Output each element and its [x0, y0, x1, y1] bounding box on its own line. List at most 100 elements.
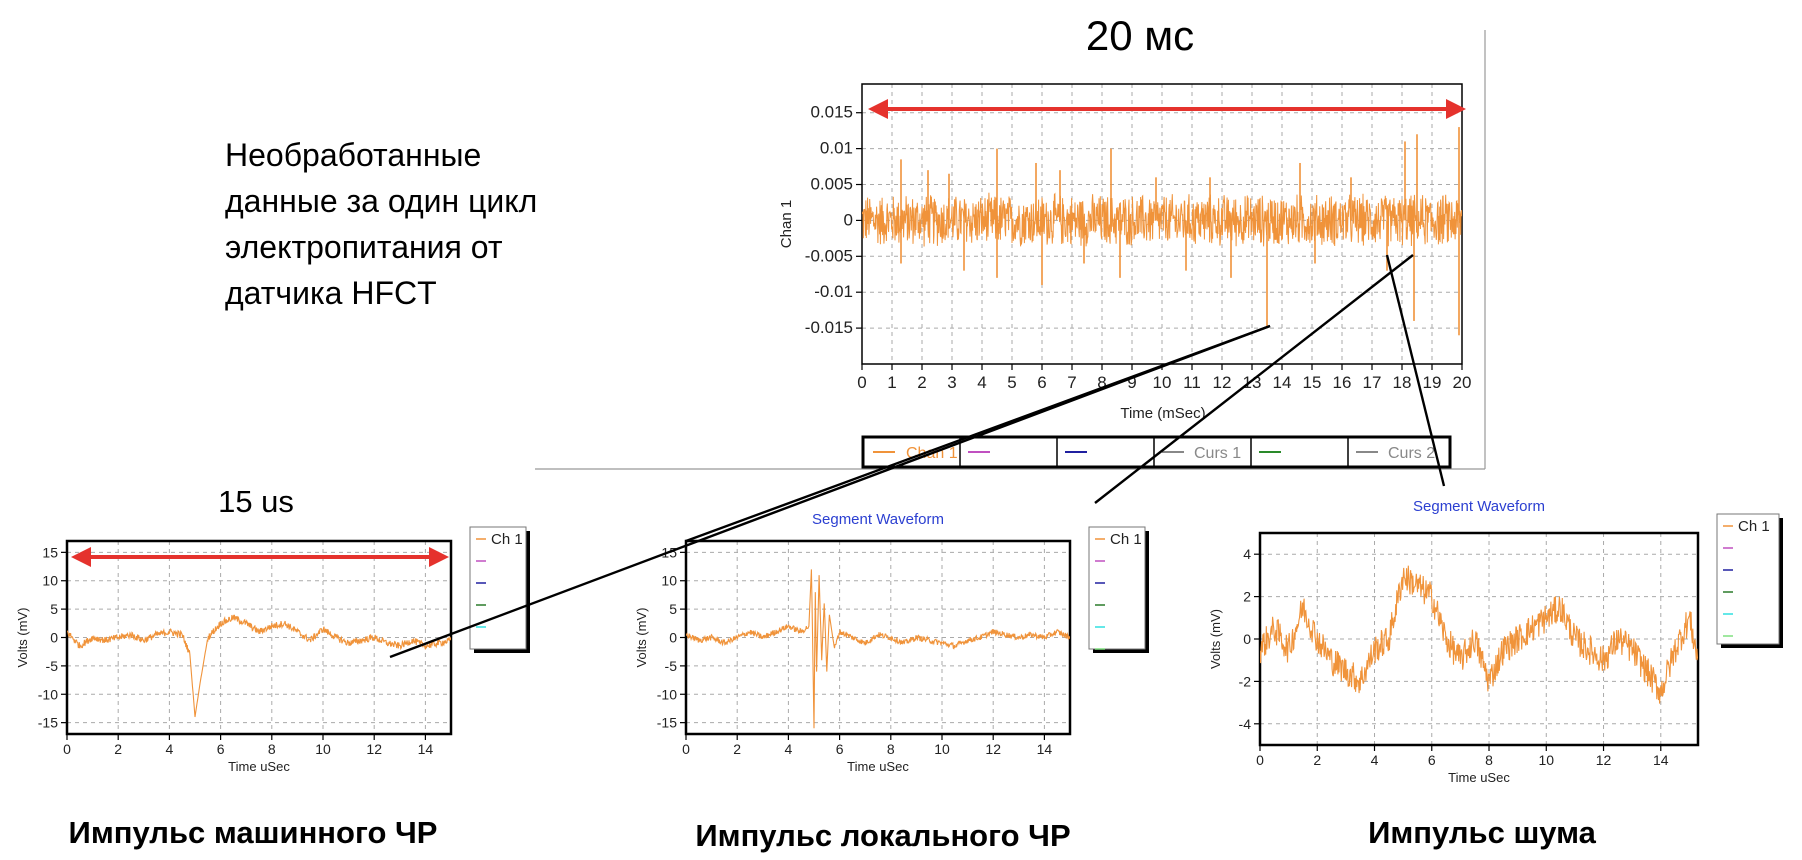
caption-local-pd: Импульс локального ЧР — [695, 818, 1070, 853]
pulse-duration-arrow — [71, 547, 449, 567]
x-tick-label: 19 — [1423, 373, 1442, 392]
legend-box — [1716, 513, 1780, 645]
caption-machine-pd: Импульс машинного ЧР — [69, 815, 438, 850]
y-tick-label: 15 — [42, 544, 58, 560]
y-tick-label: -15 — [38, 715, 58, 731]
x-tick-label: 0 — [1256, 752, 1264, 768]
y-tick-label: -4 — [1239, 716, 1252, 732]
x-tick-label: 11 — [1183, 373, 1201, 392]
y-tick-label: -10 — [38, 686, 58, 702]
plot-frame — [861, 83, 1463, 365]
pulse-duration-label: 15 us — [218, 484, 294, 519]
x-tick-label: 0 — [63, 741, 71, 757]
series-ch1-trace — [1260, 565, 1698, 704]
x-tick-label: 4 — [166, 741, 174, 757]
main-chart: Chan 1 Time (mSec) 0 1 2 3 4 5 6 7 8 9 10 11 12 13 14 1… — [778, 83, 1471, 422]
x-tick-label: 14 — [1653, 752, 1669, 768]
x-tick-label: 4 — [785, 741, 793, 757]
x-tick-label: 10 — [934, 741, 950, 757]
y-tick-label: 10 — [661, 573, 677, 589]
x-tick-label: 18 — [1393, 373, 1412, 392]
x-tick-label: 12 — [1213, 373, 1232, 392]
y-tick-label: 5 — [50, 601, 58, 617]
x-tick-label: 10 — [1538, 752, 1554, 768]
y-tick-label: 0 — [1243, 631, 1251, 647]
y-tick-label: 0.015 — [810, 103, 853, 122]
y-tick-label: 5 — [669, 601, 677, 617]
arrow-head-right — [429, 547, 449, 567]
arrow-head-left — [71, 547, 91, 567]
description-line-1: Необработанные — [225, 137, 481, 173]
zoom-connector-local — [1094, 254, 1414, 504]
y-tick-label: -0.01 — [814, 282, 853, 301]
x-tick-label: 16 — [1333, 373, 1352, 392]
arrow-head-left — [868, 99, 888, 119]
y-tick-label: 10 — [42, 573, 58, 589]
legend-label-curs2: Curs 2 — [1388, 445, 1435, 462]
y-tick-label: 0 — [669, 630, 677, 646]
main-legend: Chan 1 Curs 1 Curs 2 — [861, 435, 1452, 469]
main-y-axis-label: Chan 1 — [778, 200, 795, 248]
x-tick-label: 7 — [1067, 373, 1076, 392]
x-axis-label: Time uSec — [228, 759, 290, 774]
x-tick-label: 2 — [733, 741, 741, 757]
y-tick-label: -2 — [1239, 673, 1252, 689]
y-tick-label: -10 — [657, 686, 677, 702]
x-tick-label: 4 — [1371, 752, 1379, 768]
x-tick-label: 0 — [857, 373, 866, 392]
y-tick-label: -5 — [46, 658, 59, 674]
y-tick-label: 0.005 — [810, 175, 853, 194]
chart-title: Segment Waveform — [1413, 498, 1545, 515]
x-tick-label: 12 — [985, 741, 1001, 757]
main-x-axis-label: Time (mSec) — [1120, 405, 1205, 422]
y-axis-label: Volts (mV) — [634, 608, 649, 668]
x-tick-label: 14 — [1273, 373, 1292, 392]
plot-frame — [65, 539, 453, 736]
y-tick-label: -15 — [657, 715, 677, 731]
x-tick-label: 6 — [836, 741, 844, 757]
plot-frame — [1258, 531, 1700, 747]
legend-label: Ch 1 — [1738, 518, 1770, 535]
description-line-4: датчика HFCT — [225, 275, 437, 311]
x-axis-label: Time uSec — [1448, 770, 1510, 785]
series-ch1-trace — [686, 569, 1070, 729]
machine-pd-chart: 0 2 4 6 8 10 12 14 15 10 5 0 -5 -10 -15 Volts (mV) Time … — [15, 526, 530, 774]
description-line-2: данные за один цикл — [225, 183, 537, 219]
y-tick-label: 2 — [1243, 589, 1251, 605]
window-duration-label: 20 мс — [1086, 12, 1194, 59]
legend-label: Ch 1 — [1110, 531, 1142, 548]
x-tick-label: 10 — [315, 741, 331, 757]
x-tick-label: 0 — [682, 741, 690, 757]
window-duration-arrow — [868, 99, 1466, 119]
series-ch1-trace — [67, 614, 451, 718]
y-tick-label: -0.015 — [805, 318, 853, 337]
y-tick-label: 0 — [844, 210, 853, 229]
y-tick-label: -0.005 — [805, 246, 853, 265]
chart-title: Segment Waveform — [812, 511, 944, 528]
x-tick-label: 8 — [268, 741, 276, 757]
y-tick-label: 0 — [50, 630, 58, 646]
x-tick-label: 14 — [418, 741, 434, 757]
series-chan1-trace — [862, 192, 1462, 247]
x-tick-label: 6 — [1037, 373, 1046, 392]
zoom-connector-machine-2 — [685, 324, 1271, 543]
x-tick-label: 14 — [1037, 741, 1053, 757]
x-tick-label: 8 — [1485, 752, 1493, 768]
x-tick-label: 8 — [887, 741, 895, 757]
x-tick-label: 6 — [1428, 752, 1436, 768]
x-tick-label: 12 — [1596, 752, 1612, 768]
x-tick-label: 2 — [917, 373, 926, 392]
x-tick-label: 9 — [1127, 373, 1136, 392]
description-line-3: электропитания от — [225, 229, 503, 265]
x-tick-label: 12 — [366, 741, 382, 757]
legend-label-curs1: Curs 1 — [1194, 445, 1241, 462]
y-axis-label: Volts (mV) — [1208, 609, 1223, 669]
y-tick-label: -5 — [665, 658, 678, 674]
y-tick-label: 0.01 — [820, 139, 853, 158]
arrow-head-right — [1446, 99, 1466, 119]
x-tick-label: 15 — [1303, 373, 1322, 392]
x-tick-label: 17 — [1363, 373, 1382, 392]
